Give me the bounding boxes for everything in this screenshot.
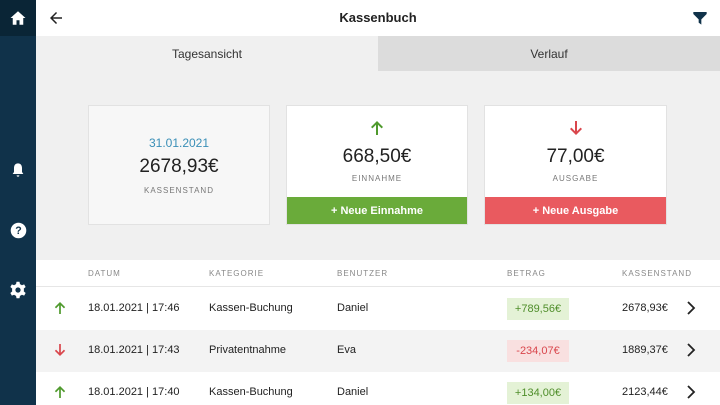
table-row[interactable]: 18.01.2021 | 17:46 Kassen-Buchung Daniel… <box>36 288 720 330</box>
page-title: Kassenbuch <box>339 10 417 25</box>
tab-verlauf[interactable]: Verlauf <box>378 36 720 71</box>
new-expense-button[interactable]: + Neue Ausgabe <box>485 197 666 224</box>
app-header: Kassenbuch <box>36 0 720 36</box>
balance-card: 31.01.2021 2678,93€ KASSENSTAND <box>88 105 270 225</box>
new-income-button[interactable]: + Neue Einnahme <box>287 197 467 224</box>
row-user: Daniel <box>337 302 369 314</box>
arrow-down-icon <box>569 121 582 135</box>
view-tabs: Tagesansicht Verlauf <box>36 36 720 71</box>
tab-tagesansicht[interactable]: Tagesansicht <box>36 36 378 71</box>
help-button[interactable]: ? <box>0 212 36 248</box>
table-row[interactable]: 18.01.2021 | 17:40 Kassen-Buchung Daniel… <box>36 372 720 405</box>
row-date: 18.01.2021 | 17:40 <box>88 386 180 398</box>
income-label: EINNAHME <box>351 174 403 183</box>
chevron-right-icon[interactable] <box>686 385 696 399</box>
row-category: Privatentnahme <box>209 344 287 356</box>
row-amount: +134,00€ <box>507 382 569 404</box>
expense-amount: 77,00€ <box>546 146 605 167</box>
column-header-kategorie: KATEGORIE <box>209 269 265 278</box>
balance-amount: 2678,93€ <box>139 156 219 177</box>
table-header: DATUM KATEGORIE BENUTZER BETRAG KASSENST… <box>36 260 720 287</box>
row-balance: 1889,37€ <box>622 344 668 356</box>
filter-icon <box>693 12 707 25</box>
sidebar: ? <box>0 0 36 405</box>
filter-button[interactable] <box>688 6 712 30</box>
notifications-button[interactable] <box>0 152 36 188</box>
row-balance: 2123,44€ <box>622 386 668 398</box>
row-user: Daniel <box>337 386 369 398</box>
income-card: 668,50€ EINNAHME + Neue Einnahme <box>286 105 468 225</box>
column-header-betrag: BETRAG <box>507 269 546 278</box>
column-header-kassenstand: KASSENSTAND <box>622 269 692 278</box>
arrow-down-icon <box>54 344 66 356</box>
svg-text:?: ? <box>15 225 21 237</box>
row-date: 18.01.2021 | 17:46 <box>88 302 180 314</box>
table-row[interactable]: 18.01.2021 | 17:43 Privatentnahme Eva -2… <box>36 330 720 372</box>
arrow-up-icon <box>54 386 66 398</box>
arrow-left-icon <box>50 12 62 24</box>
row-category: Kassen-Buchung <box>209 386 293 398</box>
help-icon: ? <box>10 222 26 238</box>
transactions-table: DATUM KATEGORIE BENUTZER BETRAG KASSENST… <box>36 260 720 405</box>
settings-button[interactable] <box>0 272 36 308</box>
row-category: Kassen-Buchung <box>209 302 293 314</box>
home-button[interactable] <box>0 0 36 36</box>
chevron-right-icon[interactable] <box>686 343 696 357</box>
row-amount: -234,07€ <box>507 340 569 362</box>
column-header-datum: DATUM <box>88 269 121 278</box>
bell-icon <box>12 163 24 177</box>
home-icon <box>10 11 26 25</box>
row-amount: +789,56€ <box>507 298 569 320</box>
chevron-right-icon[interactable] <box>686 301 696 315</box>
row-balance: 2678,93€ <box>622 302 668 314</box>
back-button[interactable] <box>42 4 70 32</box>
balance-label: KASSENSTAND <box>144 186 214 195</box>
balance-date: 31.01.2021 <box>148 136 210 150</box>
arrow-up-icon <box>371 121 383 135</box>
expense-card: 77,00€ AUSGABE + Neue Ausgabe <box>484 105 667 225</box>
row-date: 18.01.2021 | 17:43 <box>88 344 180 356</box>
income-amount: 668,50€ <box>342 146 412 167</box>
expense-label: AUSGABE <box>552 174 599 183</box>
gear-icon <box>10 281 26 299</box>
column-header-benutzer: BENUTZER <box>337 269 389 278</box>
row-user: Eva <box>337 344 356 356</box>
arrow-up-icon <box>54 302 66 314</box>
